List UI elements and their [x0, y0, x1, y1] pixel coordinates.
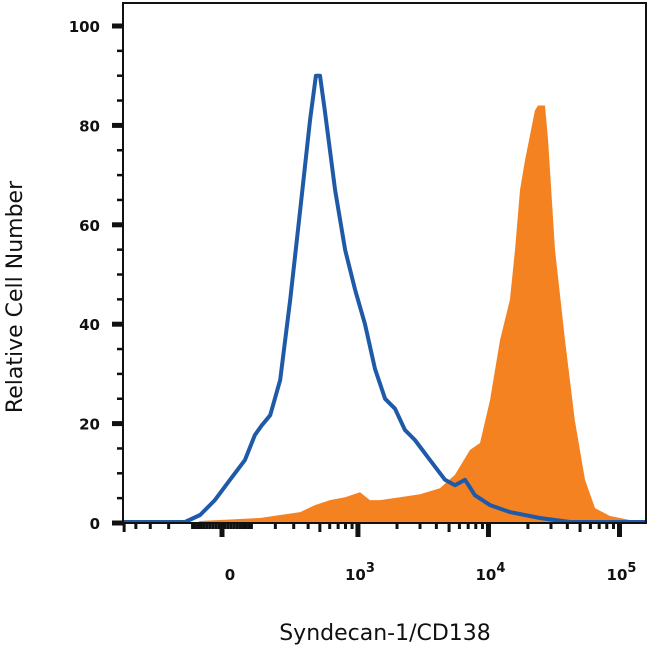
x-tick-exponent: 5	[627, 561, 636, 576]
series-layer	[123, 73, 646, 524]
y-tick-label: 40	[79, 316, 100, 334]
x-tick-label: 103	[345, 561, 375, 584]
filled-histogram-series	[123, 105, 646, 523]
plot-frame	[122, 2, 647, 524]
x-tick-exponent: 4	[496, 561, 505, 576]
y-tick-label: 60	[79, 217, 100, 235]
x-axis-title: Syndecan-1/CD138	[279, 621, 491, 646]
x-tick-label: 0	[225, 566, 235, 584]
x-tick-base: 0	[225, 566, 235, 584]
y-tick-label: 100	[69, 18, 100, 36]
x-tick-base: 10	[476, 566, 497, 584]
x-tick-label: 105	[607, 561, 637, 584]
y-tick-label: 0	[90, 515, 100, 533]
y-tick-label: 20	[79, 416, 100, 434]
x-tick-exponent: 3	[366, 561, 375, 576]
y-tick-label: 80	[79, 117, 100, 135]
x-tick-base: 10	[345, 566, 366, 584]
y-axis: 0 20 40 60 80 100	[69, 18, 123, 533]
x-tick-label: 104	[476, 561, 506, 584]
x-tick-base: 10	[607, 566, 628, 584]
x-axis: 0 103 104 105	[122, 523, 637, 584]
line-histogram-series	[123, 73, 646, 524]
y-axis-title: Relative Cell Number	[3, 180, 28, 413]
